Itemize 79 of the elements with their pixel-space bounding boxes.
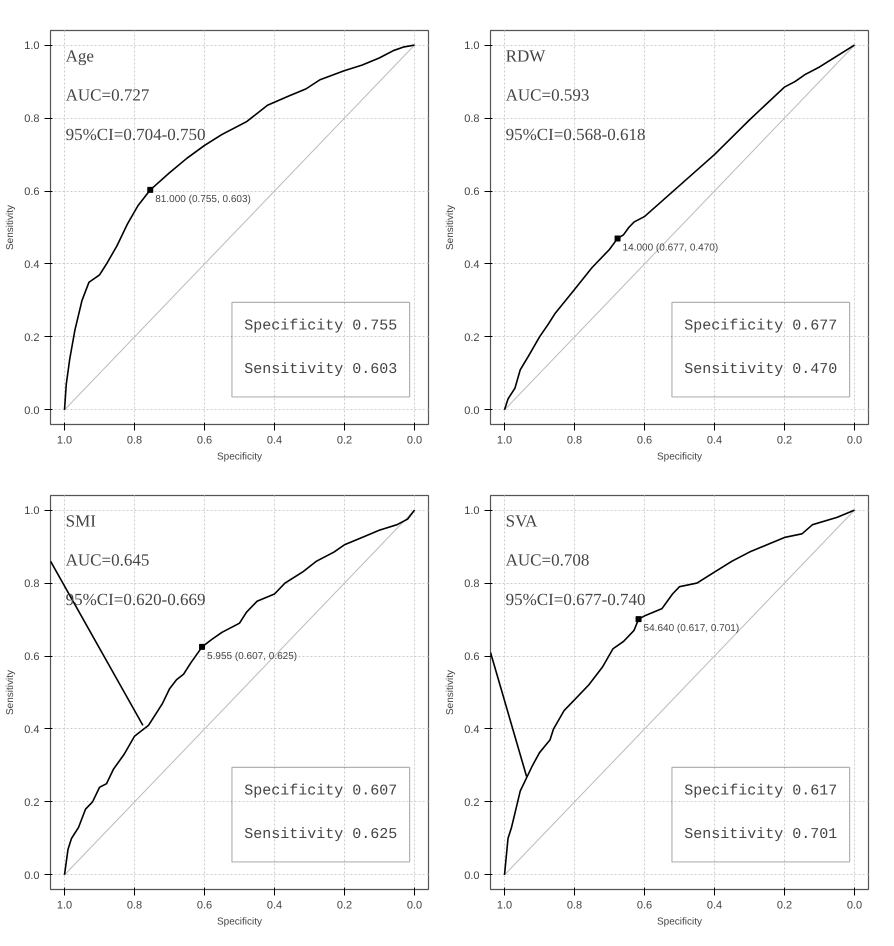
y-tick-label: 0.0 bbox=[464, 870, 480, 882]
y-tick-label: 0.4 bbox=[464, 724, 480, 736]
x-tick-label: 0.6 bbox=[636, 900, 652, 912]
y-tick-label: 1.0 bbox=[24, 40, 40, 52]
y-tick-label: 0.6 bbox=[464, 186, 480, 198]
text: Age bbox=[66, 46, 94, 66]
annotation: AUC=0.708 bbox=[506, 550, 590, 570]
annotation: 95%CI=0.677-0.740 bbox=[506, 590, 646, 610]
y-tick-label: 0.8 bbox=[24, 578, 40, 590]
x-tick-label: 0.0 bbox=[846, 434, 862, 446]
annotation: 5.955 (0.607, 0.625) bbox=[207, 650, 298, 662]
y-tick-label: 0.4 bbox=[464, 258, 480, 271]
text: SMI bbox=[66, 511, 96, 530]
x-tick-label: 0.4 bbox=[266, 900, 282, 912]
x-tick-label: 1.0 bbox=[56, 434, 72, 446]
y-tick-label: 0.6 bbox=[24, 186, 40, 198]
annotation: Sensitivity 0.470 bbox=[684, 360, 838, 378]
annotation: Specificity 0.677 bbox=[684, 318, 838, 334]
x-tick-label: 0.2 bbox=[776, 434, 792, 446]
y-axis-title: Sensitivity bbox=[5, 204, 16, 250]
x-tick-label: 1.0 bbox=[56, 900, 72, 912]
y-tick-label: 1.0 bbox=[24, 505, 40, 518]
y-tick-label: 0.2 bbox=[24, 332, 40, 344]
text: RDW bbox=[506, 46, 546, 66]
annotation: 95%CI=0.704-0.750 bbox=[66, 125, 206, 144]
annotation: Specificity 0.607 bbox=[244, 782, 398, 800]
x-tick-label: 1.0 bbox=[496, 900, 512, 912]
y-axis-title: Sensitivity bbox=[5, 670, 16, 716]
x-tick-label: 1.0 bbox=[496, 434, 512, 446]
x-axis-title: Specificity bbox=[656, 452, 702, 462]
y-tick-label: 0.0 bbox=[24, 404, 40, 417]
y-tick-label: 0.8 bbox=[24, 113, 40, 126]
x-tick-label: 0.8 bbox=[566, 434, 582, 446]
x-tick-label: 0.8 bbox=[566, 900, 582, 912]
y-tick-label: 0.6 bbox=[464, 651, 480, 664]
x-tick-label: 0.2 bbox=[776, 900, 792, 912]
annotation: AUC=0.645 bbox=[66, 550, 150, 570]
y-tick-label: 0.4 bbox=[24, 724, 40, 736]
y-tick-label: 0.8 bbox=[464, 578, 480, 590]
x-tick-label: 0.2 bbox=[336, 434, 352, 446]
x-tick-label: 0.4 bbox=[706, 434, 722, 446]
x-tick-label: 0.2 bbox=[336, 900, 352, 912]
x-tick-label: 0.0 bbox=[846, 900, 862, 912]
x-tick-label: 0.0 bbox=[406, 434, 422, 446]
y-tick-label: 0.2 bbox=[464, 332, 480, 344]
annotation: AUC=0.727 bbox=[66, 86, 150, 105]
y-tick-label: 0.0 bbox=[464, 404, 480, 417]
y-tick-label: 1.0 bbox=[464, 40, 480, 52]
y-tick-label: 0.0 bbox=[24, 870, 40, 882]
x-tick-label: 0.6 bbox=[196, 434, 212, 446]
annotation: Sensitivity 0.625 bbox=[244, 826, 398, 843]
text: SVA bbox=[506, 511, 538, 530]
x-tick-label: 0.8 bbox=[126, 434, 142, 446]
y-tick-label: 0.8 bbox=[464, 113, 480, 126]
y-tick-label: 1.0 bbox=[464, 505, 480, 518]
x-tick-label: 0.6 bbox=[636, 434, 652, 446]
x-tick-label: 0.0 bbox=[406, 900, 422, 912]
annotation: AUC=0.593 bbox=[506, 86, 590, 105]
annotation: Sensitivity 0.701 bbox=[684, 826, 838, 843]
y-tick-label: 0.2 bbox=[464, 796, 480, 809]
annotation: Specificity 0.755 bbox=[244, 318, 398, 334]
annotation: 95%CI=0.568-0.618 bbox=[506, 125, 646, 144]
annotation: 14.000 (0.677, 0.470) bbox=[622, 242, 718, 254]
x-tick-label: 0.6 bbox=[196, 900, 212, 912]
annotation: 81.000 (0.755, 0.603) bbox=[155, 194, 251, 205]
x-axis-title: Specificity bbox=[216, 452, 262, 462]
x-tick-label: 0.4 bbox=[266, 434, 282, 446]
x-axis-title: Specificity bbox=[656, 916, 702, 928]
annotation: Specificity 0.617 bbox=[684, 782, 838, 800]
x-tick-label: 0.4 bbox=[706, 900, 722, 912]
annotation: 54.640 (0.617, 0.701) bbox=[644, 623, 740, 634]
y-tick-label: 0.6 bbox=[24, 651, 40, 664]
annotation: Sensitivity 0.603 bbox=[244, 360, 398, 378]
y-axis-title: Sensitivity bbox=[445, 204, 456, 250]
y-tick-label: 0.4 bbox=[24, 258, 40, 271]
y-axis-title: Sensitivity bbox=[445, 670, 456, 716]
y-tick-label: 0.2 bbox=[24, 796, 40, 809]
x-tick-label: 0.8 bbox=[126, 900, 142, 912]
x-axis-title: Specificity bbox=[216, 916, 262, 928]
